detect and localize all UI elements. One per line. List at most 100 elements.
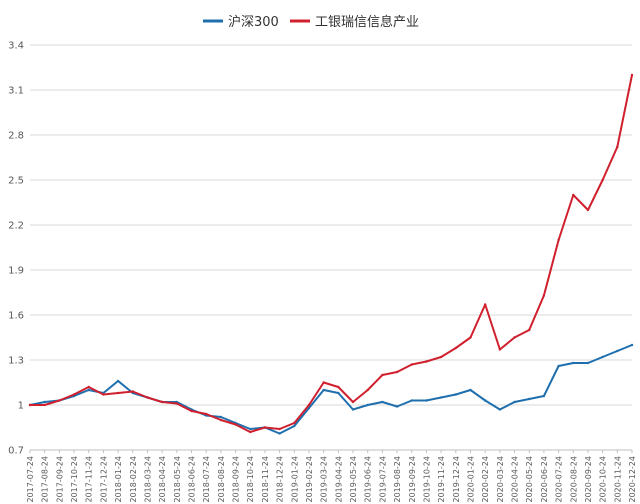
series-0-point bbox=[366, 403, 369, 407]
series-1-point bbox=[351, 400, 355, 404]
legend: 沪深300 工银瑞信信息产业 bbox=[203, 14, 419, 30]
x-tick-label: 2019-11-24 bbox=[437, 456, 446, 503]
series-1-point bbox=[43, 403, 46, 407]
x-tick-label: 2018-03-24 bbox=[143, 456, 152, 503]
series-0-point bbox=[498, 408, 502, 411]
x-tick-label: 2019-07-24 bbox=[378, 456, 387, 503]
x-tick-label: 2019-01-24 bbox=[290, 456, 299, 503]
series-1-point bbox=[58, 399, 61, 402]
x-tick-label: 2018-05-24 bbox=[173, 456, 182, 503]
series-1-point bbox=[469, 336, 472, 339]
series-0-point bbox=[454, 393, 458, 396]
series-0-point bbox=[43, 400, 46, 404]
y-tick-label: 1 bbox=[18, 401, 24, 412]
series-1-point bbox=[381, 373, 384, 377]
series-0-point bbox=[410, 399, 413, 402]
series-1-point bbox=[616, 145, 619, 149]
x-tick-label: 2018-11-24 bbox=[261, 456, 270, 503]
x-tick-label: 2017-09-24 bbox=[55, 456, 64, 503]
series-0-point bbox=[337, 391, 340, 395]
series-1-point bbox=[87, 385, 90, 389]
series-1-point bbox=[528, 328, 531, 332]
series-1-point bbox=[278, 427, 281, 431]
x-tick-label: 2020-07-24 bbox=[555, 456, 564, 503]
series-0-point bbox=[116, 379, 120, 383]
series-1-point bbox=[439, 355, 443, 359]
series-1-point bbox=[498, 348, 502, 351]
series-1-point bbox=[601, 178, 604, 182]
series-1-point bbox=[366, 388, 369, 392]
series-1-point bbox=[116, 391, 120, 395]
x-tick-label: 2018-08-24 bbox=[217, 456, 226, 503]
series-layer bbox=[28, 73, 634, 435]
grid bbox=[30, 44, 632, 451]
series-0-point bbox=[616, 349, 619, 353]
x-tick-label: 2018-10-24 bbox=[246, 456, 255, 503]
x-tick-label: 2018-06-24 bbox=[188, 456, 197, 503]
series-0-point bbox=[293, 424, 296, 428]
series-1-point bbox=[337, 385, 340, 389]
y-tick-label: 3.1 bbox=[8, 86, 24, 97]
series-0-point bbox=[249, 427, 252, 431]
series-line-0 bbox=[29, 344, 633, 435]
x-tick-label: 2019-05-24 bbox=[349, 456, 358, 503]
series-1-point bbox=[572, 193, 575, 197]
series-0-point bbox=[425, 399, 428, 402]
series-0-point bbox=[557, 364, 560, 368]
series-0-point bbox=[469, 388, 472, 392]
series-1-point bbox=[322, 381, 325, 384]
series-line-1 bbox=[29, 74, 633, 433]
series-0-point bbox=[630, 343, 634, 347]
series-0-point bbox=[572, 361, 575, 365]
series-1-point bbox=[234, 423, 237, 426]
series-0-point bbox=[528, 397, 531, 401]
series-1-point bbox=[586, 208, 590, 212]
x-tick-label: 2019-03-24 bbox=[320, 456, 329, 503]
series-0-point bbox=[439, 396, 443, 399]
series-0-point bbox=[307, 406, 311, 410]
x-tick-label: 2020-06-24 bbox=[540, 456, 549, 503]
x-tick-label: 2017-07-24 bbox=[26, 456, 35, 503]
x-tick-label: 2020-03-24 bbox=[496, 456, 505, 503]
legend-label-hs300: 沪深300 bbox=[228, 14, 279, 30]
x-tick-label: 2019-10-24 bbox=[422, 456, 431, 503]
x-tick-label: 2020-10-24 bbox=[599, 456, 608, 503]
y-tick-label: 2.2 bbox=[8, 221, 24, 232]
x-tick-label: 2020-02-24 bbox=[481, 456, 490, 503]
x-tick-label: 2019-09-24 bbox=[408, 456, 417, 503]
x-tick-label: 2018-12-24 bbox=[276, 456, 285, 503]
x-tick-label: 2017-11-24 bbox=[85, 456, 94, 503]
series-0-point bbox=[219, 415, 223, 419]
series-1-point bbox=[160, 400, 164, 404]
x-tick-label: 2019-04-24 bbox=[334, 456, 343, 503]
series-0-point bbox=[395, 405, 399, 408]
x-tick-label: 2020-01-24 bbox=[466, 456, 475, 503]
series-0-point bbox=[278, 432, 281, 435]
y-axis: 0.7 1 1.3 1.6 1.9 2.2 2.5 2.8 3.1 3.4 bbox=[8, 41, 24, 457]
series-0-point bbox=[542, 394, 546, 398]
series-1-point bbox=[219, 418, 223, 422]
x-tick-label: 2020-04-24 bbox=[511, 456, 520, 503]
series-0-point bbox=[483, 399, 487, 402]
series-1-point bbox=[630, 73, 634, 77]
legend-label-fund: 工银瑞信信息产业 bbox=[315, 14, 419, 30]
series-1-point bbox=[425, 360, 428, 363]
x-tick-label: 2019-08-24 bbox=[393, 456, 402, 503]
series-1-point bbox=[131, 390, 134, 393]
y-tick-label: 2.5 bbox=[8, 176, 24, 187]
series-1-point bbox=[28, 403, 32, 407]
y-tick-label: 0.7 bbox=[8, 446, 24, 457]
x-tick-label: 2020-05-24 bbox=[525, 456, 534, 503]
x-tick-label: 2018-07-24 bbox=[202, 456, 211, 503]
series-0-point bbox=[381, 400, 384, 404]
series-1-point bbox=[102, 393, 105, 396]
series-1-point bbox=[249, 430, 252, 434]
series-1-point bbox=[175, 402, 179, 405]
series-1-point bbox=[190, 409, 193, 413]
x-tick-label: 2020-08-24 bbox=[569, 456, 578, 503]
x-tick-label: 2018-09-24 bbox=[232, 456, 241, 503]
series-1-point bbox=[263, 426, 267, 429]
series-1-point bbox=[410, 363, 413, 366]
series-1-point bbox=[395, 370, 399, 374]
x-tick-label: 2019-12-24 bbox=[452, 456, 461, 503]
